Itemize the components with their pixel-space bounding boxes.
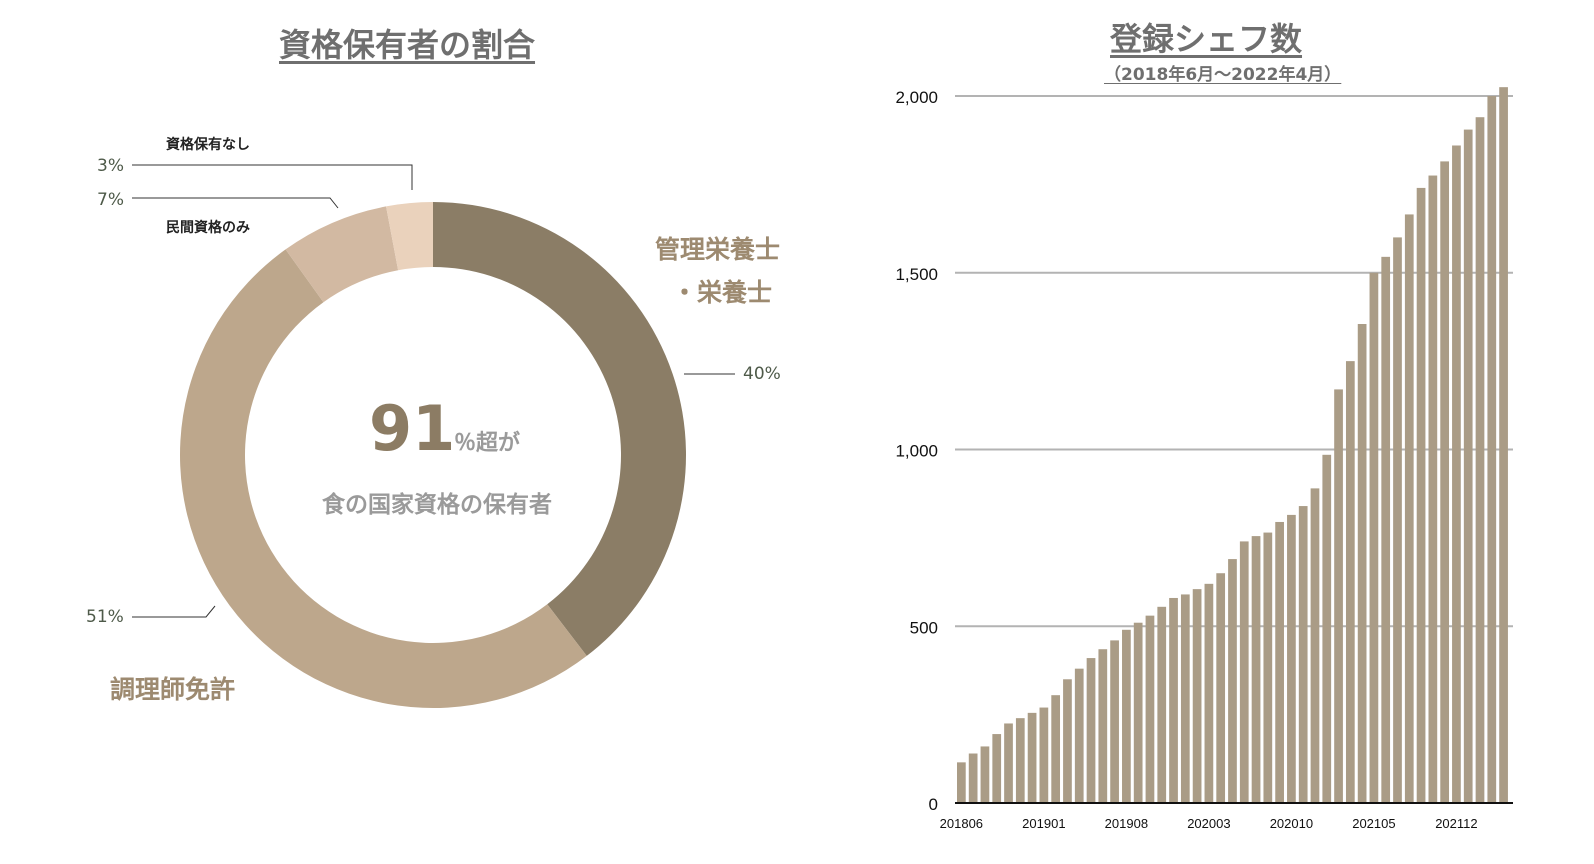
center-percentage-number: 91 <box>369 392 456 465</box>
leader-line-cook-license <box>132 605 216 618</box>
percent-no-qualification: 3% <box>97 156 124 176</box>
x-tick-label: 202112 <box>1435 816 1477 831</box>
percent-private-qualification: 7% <box>97 190 124 210</box>
bar-201902 <box>1051 695 1061 803</box>
x-tick-label: 202010 <box>1270 816 1313 831</box>
bar-201806 <box>957 762 966 803</box>
bar-201809 <box>992 734 1002 803</box>
bar-201812 <box>1027 712 1037 803</box>
bar-202203 <box>1487 96 1497 803</box>
x-tick-label: 202003 <box>1187 816 1230 831</box>
label-nutritionist-line2: ・栄養士 <box>672 278 773 307</box>
center-percentage-suffix: ％超が <box>454 431 521 456</box>
bar-202006 <box>1239 541 1249 803</box>
bar-202009 <box>1275 521 1284 803</box>
bar-201901 <box>1039 707 1049 803</box>
label-no-qualification: 資格保有なし <box>166 137 250 153</box>
bar-202002 <box>1192 589 1202 803</box>
leader-line-private-qualification <box>132 197 339 209</box>
bar-202005 <box>1228 559 1237 803</box>
y-tick-label: 1,500 <box>895 265 938 284</box>
x-tick-label: 202105 <box>1352 816 1395 831</box>
bar-201905 <box>1086 658 1096 803</box>
bar-202104 <box>1357 324 1367 803</box>
donut-slice-private-qualification <box>285 206 399 303</box>
x-tick-label: 201901 <box>1022 816 1065 831</box>
donut-chart-title: 資格保有者の割合 <box>279 26 536 64</box>
bar-chart-subtitle: （2018年6月～2022年4月） <box>1104 65 1342 85</box>
donut-slice-nutritionist <box>433 202 687 656</box>
bar-201912 <box>1169 597 1178 803</box>
label-cook-license: 調理師免許 <box>110 675 236 704</box>
bar-202008 <box>1263 532 1273 803</box>
bar-202106 <box>1381 256 1391 803</box>
x-tick-label: 201908 <box>1105 816 1148 831</box>
bar-202010 <box>1287 514 1296 803</box>
center-description: 食の国家資格の保有者 <box>322 492 552 518</box>
bar-201909 <box>1133 622 1143 803</box>
label-private-qualification: 民間資格のみ <box>166 220 250 236</box>
bar-201811 <box>1015 718 1025 803</box>
donut-slice-cook-license <box>179 249 587 709</box>
y-tick-label: 0 <box>929 795 938 814</box>
y-tick-label: 500 <box>910 618 938 637</box>
percent-cook-license: 51% <box>86 607 124 627</box>
bar-chart-title: 登録シェフ数 <box>1110 20 1303 58</box>
x-tick-label: 201806 <box>940 816 983 831</box>
bar-201807 <box>968 753 978 803</box>
bar-202112 <box>1452 145 1461 804</box>
bar-202109 <box>1416 187 1426 803</box>
bar-202007 <box>1251 536 1261 803</box>
y-tick-label: 1,000 <box>895 442 938 461</box>
bar-202101 <box>1322 454 1332 803</box>
bar-202012 <box>1310 488 1320 803</box>
bar-201904 <box>1074 668 1084 803</box>
bar-202204 <box>1499 87 1508 804</box>
bar-202108 <box>1404 214 1414 804</box>
bar-202003 <box>1204 583 1214 803</box>
bar-201810 <box>1004 723 1013 803</box>
bar-202201 <box>1463 129 1473 803</box>
donut-slice-no-qualification <box>386 202 433 271</box>
bar-202110 <box>1428 175 1438 804</box>
bar-201808 <box>980 746 990 803</box>
bar-202202 <box>1475 117 1485 803</box>
bar-202103 <box>1345 361 1355 803</box>
bar-202105 <box>1369 272 1379 803</box>
bar-202004 <box>1216 573 1226 803</box>
y-tick-label: 2,000 <box>895 88 938 107</box>
bar-201911 <box>1157 606 1167 803</box>
percent-nutritionist: 40% <box>743 364 781 384</box>
leader-line-no-qualification <box>132 164 413 190</box>
label-nutritionist-line1: 管理栄養士 <box>655 235 781 264</box>
bar-202001 <box>1180 594 1190 803</box>
bar-201906 <box>1098 649 1108 803</box>
bar-202107 <box>1393 237 1402 803</box>
bar-201903 <box>1063 679 1072 803</box>
bar-201910 <box>1145 615 1155 803</box>
bar-201908 <box>1122 629 1131 803</box>
bar-202111 <box>1440 161 1449 803</box>
bar-201907 <box>1110 640 1119 803</box>
bar-202102 <box>1334 389 1343 803</box>
bar-202011 <box>1298 506 1308 803</box>
